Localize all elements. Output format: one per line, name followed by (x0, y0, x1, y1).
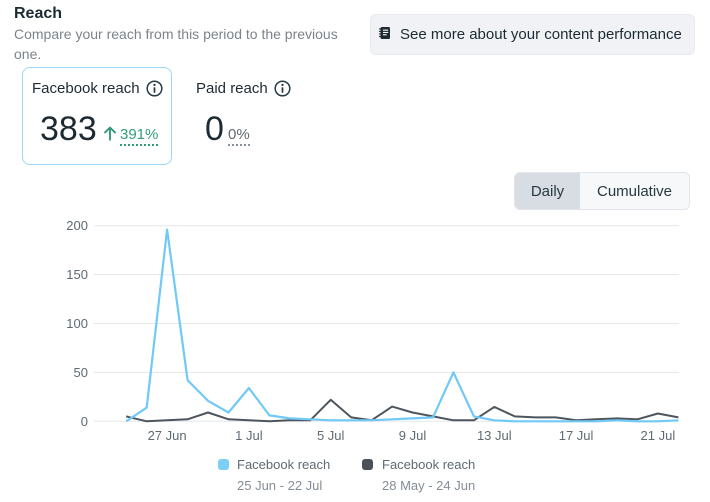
svg-text:17 Jul: 17 Jul (559, 428, 594, 443)
svg-text:50: 50 (74, 365, 88, 380)
svg-text:150: 150 (66, 267, 88, 282)
svg-text:100: 100 (66, 316, 88, 331)
svg-text:21 Jul: 21 Jul (641, 428, 676, 443)
svg-text:0: 0 (81, 414, 88, 429)
svg-text:200: 200 (66, 218, 88, 233)
svg-text:1 Jul: 1 Jul (235, 428, 263, 443)
svg-text:9 Jul: 9 Jul (399, 428, 427, 443)
svg-text:13 Jul: 13 Jul (477, 428, 512, 443)
svg-text:27 Jun: 27 Jun (148, 428, 187, 443)
svg-text:5 Jul: 5 Jul (317, 428, 345, 443)
